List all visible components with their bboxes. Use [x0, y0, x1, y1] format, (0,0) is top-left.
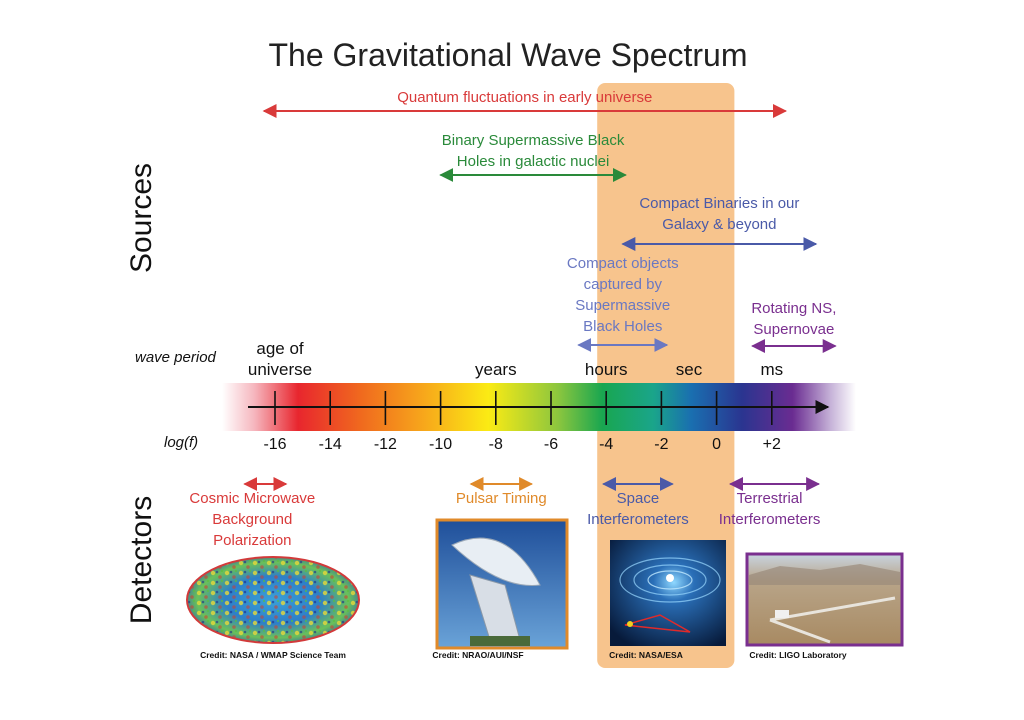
log-f-label: log(f): [164, 434, 198, 451]
source-1: Quantum fluctuations in early universe: [262, 89, 787, 118]
wave-period-text: hours: [585, 360, 628, 379]
image-credit: Credit: NASA/ESA: [609, 650, 683, 660]
tick-label: -16: [263, 436, 286, 453]
detector-label: Cosmic Microwave: [189, 490, 315, 507]
source-label: Rotating NS,: [751, 300, 836, 317]
tick-label: -4: [599, 436, 613, 453]
sky-map-icon: [186, 556, 360, 644]
source-label: captured by: [584, 276, 663, 293]
detector-label: Interferometers: [719, 511, 821, 528]
detector-label: Background: [212, 511, 292, 528]
tick-label: -14: [319, 436, 342, 453]
highlight-band: [597, 83, 735, 668]
detector-label: Terrestrial: [737, 490, 803, 507]
wave-period-text: universe: [248, 360, 312, 379]
source-3: Compact Binaries in our Galaxy & beyond: [621, 195, 818, 251]
detector-label: Interferometers: [587, 511, 689, 528]
tick-label: 0: [712, 436, 721, 453]
source-label: Compact objects: [567, 255, 679, 272]
source-label: Compact Binaries in our: [639, 195, 799, 212]
source-label: Quantum fluctuations in early universe: [397, 89, 652, 106]
image-credit: Credit: NASA / WMAP Science Team: [200, 650, 346, 660]
wave-period-text: years: [475, 360, 517, 379]
tick-label: -2: [654, 436, 668, 453]
radio-dish-icon: [435, 518, 569, 650]
detector-cmb: Cosmic Microwave Background Polarization Cr…: [189, 477, 346, 660]
tick-label: +2: [763, 436, 781, 453]
source-label: Binary Supermassive Black: [442, 132, 625, 149]
source-label: Supernovae: [753, 321, 834, 338]
image-credit: Credit: NRAO/AUI/NSF: [432, 650, 523, 660]
detector-label: Polarization: [213, 532, 291, 549]
source-label: Supermassive: [575, 297, 670, 314]
source-5: Rotating NS, Supernovae: [751, 300, 837, 353]
detectors-side-label: Detectors: [125, 496, 158, 624]
source-label: Galaxy & beyond: [662, 216, 776, 233]
tick-label: -6: [544, 436, 558, 453]
source-label: Holes in galactic nuclei: [457, 153, 610, 170]
source-4: Compact objects captured by Supermassive Bl…: [567, 255, 679, 352]
source-2: Binary Supermassive Black Holes in galact…: [439, 132, 627, 182]
wave-period-text: sec: [676, 360, 703, 379]
detector-label: Pulsar Timing: [456, 490, 547, 507]
sources-side-label: Sources: [125, 163, 158, 273]
ligo-site-icon: [745, 552, 904, 647]
wave-period-text: ms: [760, 360, 783, 379]
source-label: Black Holes: [583, 318, 662, 335]
detector-terrestrial: Terrestrial Interferometers Credit: LIGO L…: [719, 477, 847, 660]
tick-label: -10: [429, 436, 452, 453]
wave-period-text: age of: [256, 339, 304, 358]
spacetime-spiral-icon: [610, 540, 726, 646]
tick-label: -8: [489, 436, 503, 453]
tick-label: -12: [374, 436, 397, 453]
detector-space: Space Interferometers Credit: NASA/ESA: [587, 477, 689, 660]
detector-pulsar: Pulsar Timing Credit: NRAO/AUI/NSF: [432, 477, 547, 660]
page-title: The Gravitational Wave Spectrum: [269, 37, 748, 73]
detector-label: Space: [617, 490, 660, 507]
wave-period-label: wave period: [135, 349, 217, 366]
image-credit: Credit: LIGO Laboratory: [749, 650, 847, 660]
